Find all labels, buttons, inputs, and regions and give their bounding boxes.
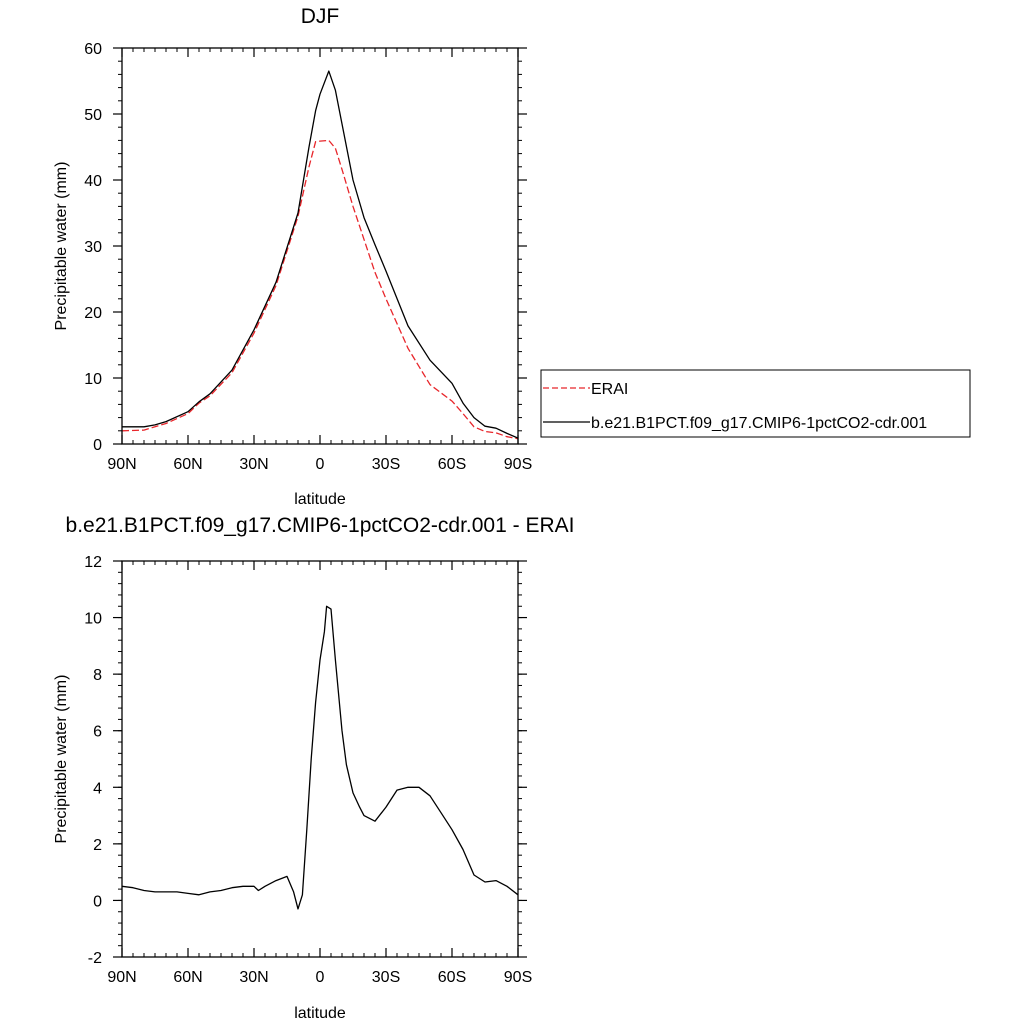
- y-tick-label: 60: [84, 41, 102, 58]
- legend-entry-erai: ERAI: [591, 381, 628, 398]
- y-tick-label: 0: [93, 893, 102, 910]
- y-axis-label: Precipitable water (mm): [53, 162, 70, 331]
- y-tick-label: 8: [93, 667, 102, 684]
- x-axis-label: latitude: [294, 1005, 346, 1022]
- series-line-erai: [121, 139, 519, 440]
- series-line-model: [121, 605, 519, 910]
- y-tick-label: 2: [93, 837, 102, 854]
- x-tick-label: 90N: [107, 969, 136, 986]
- plot-area: 90N 60N 30N 0 30S 60S 90S 0 10 20 30 40 50 60: [84, 41, 532, 473]
- panel-top-djf: DJF 90N 60N 30N 0 30S 60S 90S 0 10 20 30 40 50 60 lat…: [53, 5, 971, 508]
- plot-frame: [121, 47, 519, 445]
- y-axis-label: Precipitable water (mm): [53, 675, 70, 844]
- y-tick-label: 30: [84, 239, 102, 256]
- x-tick-label: 30S: [372, 456, 400, 473]
- y-tick-label: -2: [88, 950, 102, 967]
- y-tick-label: 4: [93, 780, 102, 797]
- chart-title: DJF: [301, 5, 340, 28]
- y-tick-label: 10: [84, 611, 102, 628]
- plot-frame: [121, 560, 519, 958]
- x-tick-label: 0: [316, 456, 325, 473]
- x-axis-label: latitude: [294, 491, 346, 508]
- x-tick-label: 60S: [438, 969, 466, 986]
- x-tick-label: 90S: [504, 969, 532, 986]
- x-tick-label: 90S: [504, 456, 532, 473]
- plot-area: 90N 60N 30N 0 30S 60S 90S -2 0 2 4 6 8 10 12: [84, 554, 532, 986]
- y-tick-label: 6: [93, 724, 102, 741]
- x-tick-label: 90N: [107, 456, 136, 473]
- x-tick-label: 30S: [372, 969, 400, 986]
- y-tick-label: 20: [84, 305, 102, 322]
- x-tick-label: 30N: [239, 969, 268, 986]
- x-tick-label: 60S: [438, 456, 466, 473]
- panel-bottom-difference: b.e21.B1PCT.f09_g17.CMIP6-1pctCO2-cdr.00…: [53, 514, 574, 1022]
- legend: ERAI b.e21.B1PCT.f09_g17.CMIP6-1pctCO2-c…: [540, 369, 971, 438]
- x-tick-label: 0: [316, 969, 325, 986]
- chart-title: b.e21.B1PCT.f09_g17.CMIP6-1pctCO2-cdr.00…: [66, 514, 575, 537]
- x-tick-label: 30N: [239, 456, 268, 473]
- y-tick-label: 50: [84, 107, 102, 124]
- series-line-model: [122, 70, 519, 439]
- y-tick-label: 40: [84, 173, 102, 190]
- y-tick-label: 10: [84, 371, 102, 388]
- x-tick-label: 60N: [173, 969, 202, 986]
- x-tick-label: 60N: [173, 456, 202, 473]
- legend-box: [540, 369, 971, 438]
- y-tick-label: 0: [93, 437, 102, 454]
- y-tick-label: 12: [84, 554, 102, 571]
- legend-entry-model: b.e21.B1PCT.f09_g17.CMIP6-1pctCO2-cdr.00…: [591, 415, 927, 432]
